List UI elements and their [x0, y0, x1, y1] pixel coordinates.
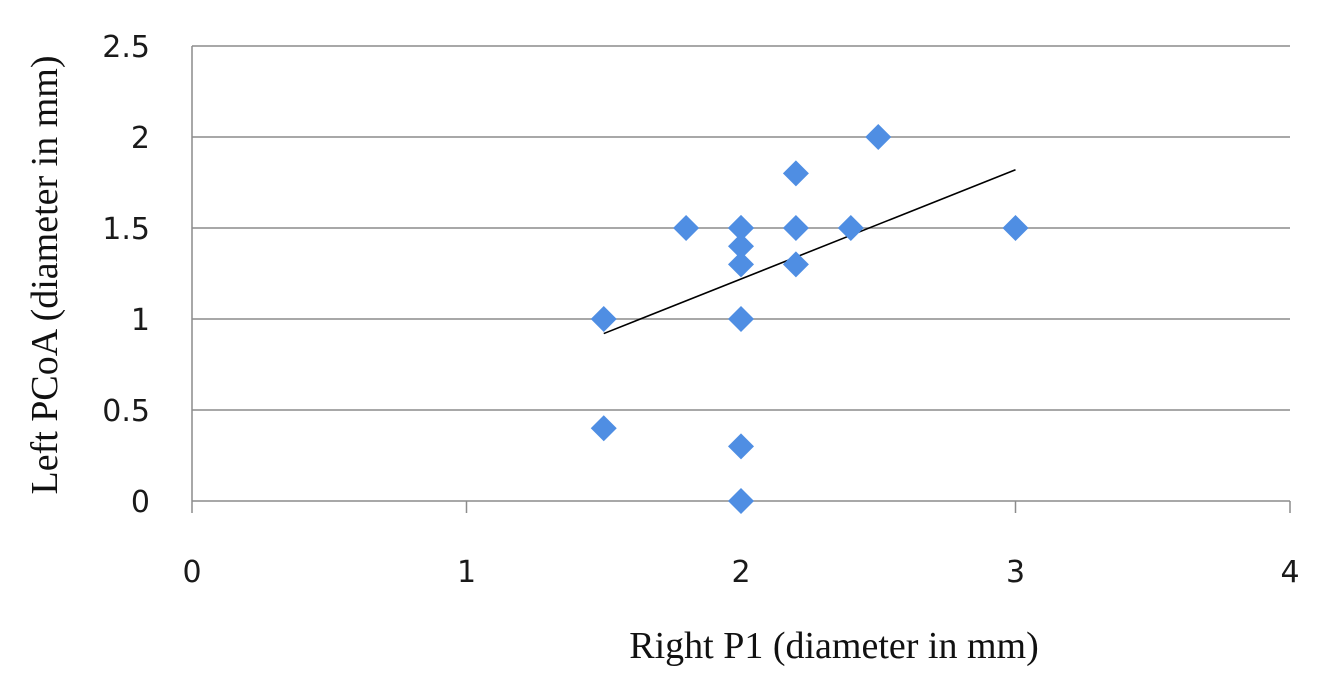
data-point: [728, 233, 754, 260]
data-point: [865, 124, 892, 150]
data-point: [1002, 215, 1029, 241]
y-tick-label: 1: [131, 303, 150, 338]
data-point: [590, 306, 617, 332]
y-tick-label: 0: [131, 485, 150, 520]
data-point: [728, 306, 754, 332]
data-point: [590, 415, 617, 442]
x-tick-label: 4: [1280, 555, 1299, 590]
y-tick-label: 2.5: [102, 30, 150, 65]
y-tick-label: 0.5: [102, 394, 150, 429]
data-point: [782, 251, 809, 278]
x-tick-label: 2: [731, 555, 750, 590]
data-point: [673, 215, 700, 241]
data-point: [728, 251, 754, 278]
data-point: [728, 433, 754, 460]
tick-labels: 0 0.5 1 1.5 2 2.5 0 1 2 3 4: [102, 30, 1299, 590]
y-axis-title: Left PCoA (diameter in mm): [24, 55, 66, 494]
x-tick-label: 0: [182, 555, 201, 590]
data-point: [837, 215, 864, 241]
y-tick-label: 2: [131, 121, 150, 156]
y-tick-label: 1.5: [102, 212, 150, 247]
x-tick-label: 1: [457, 555, 476, 590]
x-axis-title: Right P1 (diameter in mm): [629, 625, 1039, 667]
data-point: [728, 488, 754, 514]
x-tick-label: 3: [1006, 555, 1025, 590]
data-point: [782, 215, 809, 241]
data-point: [728, 215, 754, 241]
trendline-layer: [603, 169, 1016, 335]
trendline: [603, 169, 1016, 335]
data-points: [590, 124, 1029, 514]
data-point: [782, 160, 809, 187]
